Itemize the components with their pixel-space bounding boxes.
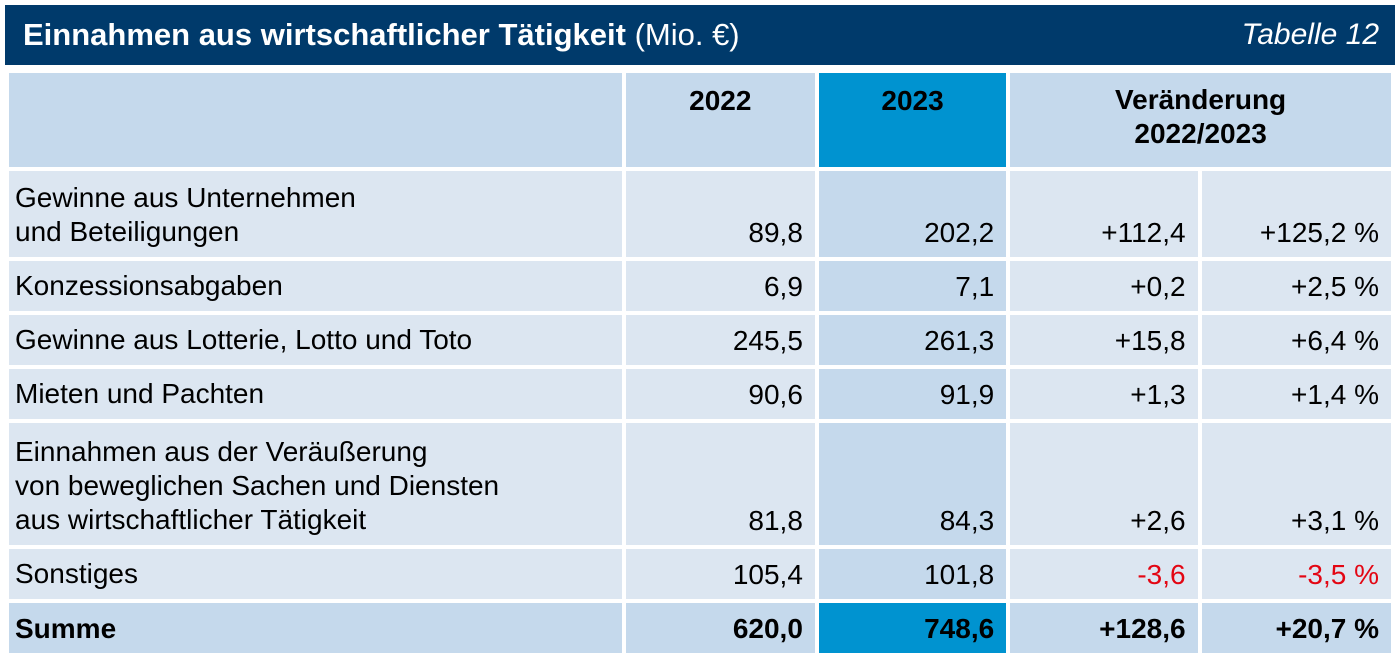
header-2022: 2022: [625, 73, 815, 167]
table-row: Sonstiges 105,4 101,8 -3,6 -3,5 %: [9, 549, 1391, 599]
row-label: Konzessionsabgaben: [9, 261, 622, 311]
table-row: Mieten und Pachten 90,6 91,9 +1,3 +1,4 %: [9, 369, 1391, 419]
change-percent: +6,4 %: [1201, 315, 1391, 365]
row-label: Sonstiges: [9, 549, 622, 599]
table-header-row: 2022 2023 Veränderung 2022/2023: [9, 73, 1391, 167]
change-absolute: +0,2: [1010, 261, 1198, 311]
value-2022: 245,5: [625, 315, 815, 365]
total-row: Summe 620,0 748,6 +128,6 +20,7 %: [9, 603, 1391, 653]
header-change-line1: Veränderung: [1115, 84, 1287, 115]
value-2022: 6,9: [625, 261, 815, 311]
row-label-line: Gewinne aus Lotterie, Lotto und Toto: [15, 324, 473, 355]
table-title-main: Einnahmen aus wirtschaftlicher Tätigkeit: [23, 17, 626, 52]
change-percent: +1,4 %: [1201, 369, 1391, 419]
value-2022: 81,8: [625, 423, 815, 545]
total-change-absolute: +128,6: [1010, 603, 1198, 653]
total-2023: 748,6: [818, 603, 1007, 653]
value-2023: 101,8: [818, 549, 1007, 599]
header-change-line2: 2022/2023: [1134, 118, 1267, 149]
row-label-line: Einnahmen aus der Veräußerung: [15, 436, 428, 467]
table-title-unit: (Mio. €): [634, 17, 740, 52]
table-title-bar: Einnahmen aus wirtschaftlicher Tätigkeit…: [5, 5, 1395, 65]
change-absolute: +1,3: [1010, 369, 1198, 419]
row-label: Gewinne aus Unternehmen und Beteiligunge…: [9, 171, 622, 257]
change-absolute: +112,4: [1010, 171, 1198, 257]
header-change: Veränderung 2022/2023: [1010, 73, 1391, 167]
value-2023: 91,9: [818, 369, 1007, 419]
change-percent: +3,1 %: [1201, 423, 1391, 545]
row-label-line: von beweglichen Sachen und Diensten: [15, 470, 500, 501]
row-label: Einnahmen aus der Veräußerung von bewegl…: [9, 423, 622, 545]
value-2023: 7,1: [818, 261, 1007, 311]
table-title: Einnahmen aus wirtschaftlicher Tätigkeit…: [23, 17, 740, 53]
row-label-line: aus wirtschaftlicher Tätigkeit: [15, 504, 367, 535]
row-label-line: und Beteiligungen: [15, 216, 240, 247]
table-row: Konzessionsabgaben 6,9 7,1 +0,2 +2,5 %: [9, 261, 1391, 311]
change-absolute: +2,6: [1010, 423, 1198, 545]
row-label: Mieten und Pachten: [9, 369, 622, 419]
row-label-line: Sonstiges: [15, 558, 138, 589]
header-2023: 2023: [818, 73, 1007, 167]
table-row: Gewinne aus Unternehmen und Beteiligunge…: [9, 171, 1391, 257]
table-number: Tabelle 12: [1241, 18, 1379, 51]
total-change-percent: +20,7 %: [1201, 603, 1391, 653]
total-2022: 620,0: [625, 603, 815, 653]
value-2023: 261,3: [818, 315, 1007, 365]
income-table: 2022 2023 Veränderung 2022/2023 Gewinne …: [5, 69, 1395, 657]
row-label: Gewinne aus Lotterie, Lotto und Toto: [9, 315, 622, 365]
change-percent: -3,5 %: [1201, 549, 1391, 599]
change-percent: +125,2 %: [1201, 171, 1391, 257]
value-2022: 90,6: [625, 369, 815, 419]
row-label-line: Mieten und Pachten: [15, 378, 265, 409]
table-row: Gewinne aus Lotterie, Lotto und Toto 245…: [9, 315, 1391, 365]
value-2023: 202,2: [818, 171, 1007, 257]
change-absolute: +15,8: [1010, 315, 1198, 365]
header-empty-cell: [9, 73, 622, 167]
change-absolute: -3,6: [1010, 549, 1198, 599]
value-2023: 84,3: [818, 423, 1007, 545]
table-row: Einnahmen aus der Veräußerung von bewegl…: [9, 423, 1391, 545]
total-label: Summe: [9, 603, 622, 653]
row-label-line: Konzessionsabgaben: [15, 270, 283, 301]
row-label-line: Gewinne aus Unternehmen: [15, 182, 356, 213]
value-2022: 105,4: [625, 549, 815, 599]
value-2022: 89,8: [625, 171, 815, 257]
change-percent: +2,5 %: [1201, 261, 1391, 311]
